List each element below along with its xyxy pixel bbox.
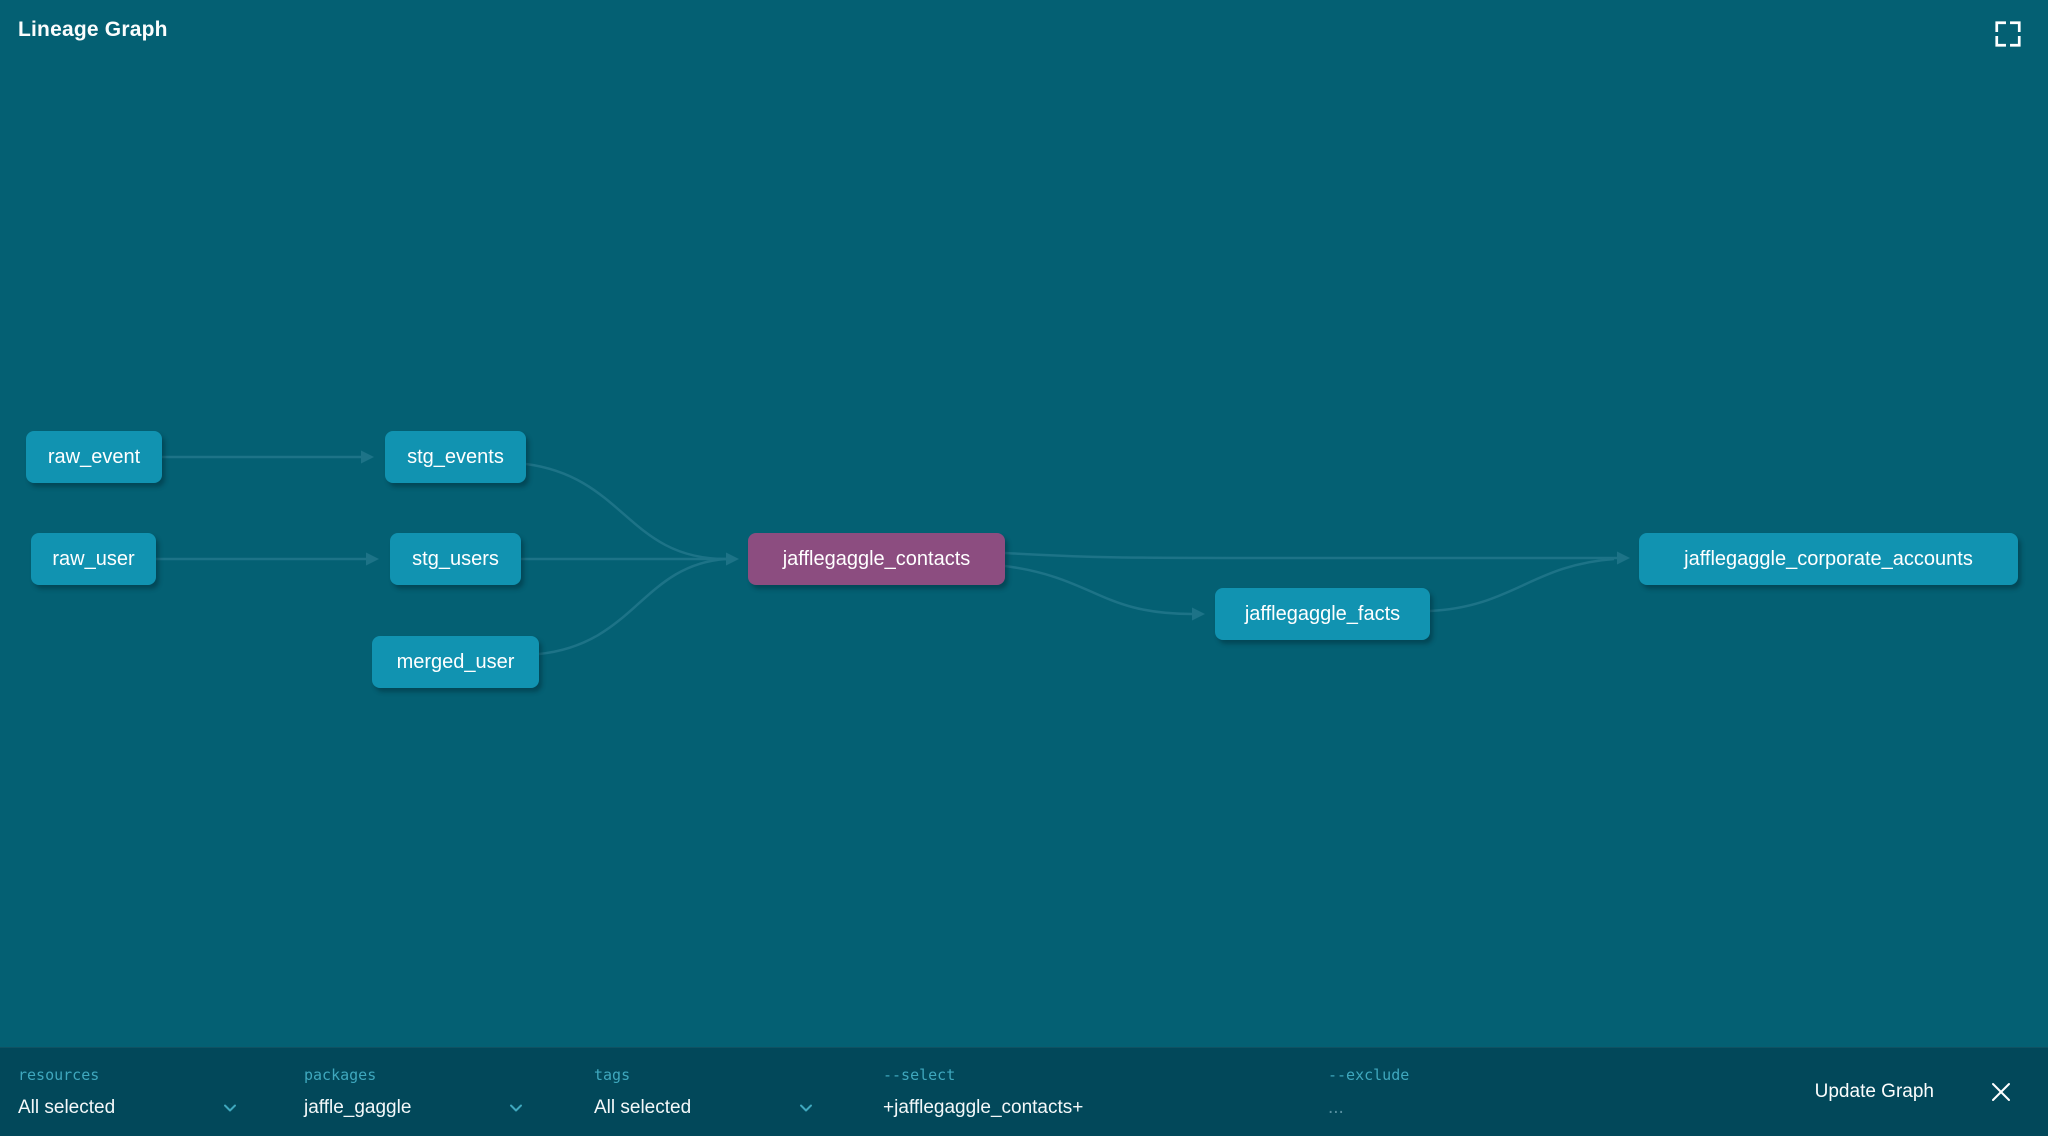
close-toolbar-button[interactable] (1986, 1077, 2016, 1107)
resources-dropdown[interactable]: All selected (18, 1097, 240, 1119)
graph-node-stg_users[interactable]: stg_users (390, 533, 521, 585)
filter-packages-label: packages (304, 1065, 377, 1084)
compress-button[interactable] (1990, 16, 2026, 52)
graph-node-jafflegaggle_corporate_accounts[interactable]: jafflegaggle_corporate_accounts (1639, 533, 2018, 585)
graph-node-merged_user[interactable]: merged_user (372, 636, 539, 688)
filter-toolbar: resources All selected packages jaffle_g… (0, 1047, 2048, 1136)
update-graph-button[interactable]: Update Graph (1814, 1081, 1934, 1102)
filter-resources: resources All selected (18, 1048, 304, 1136)
filter-tags: tags All selected (594, 1048, 883, 1136)
tags-dropdown[interactable]: All selected (594, 1097, 816, 1119)
page-title: Lineage Graph (18, 18, 168, 41)
compress-icon (1990, 16, 2026, 52)
packages-dropdown[interactable]: jaffle_gaggle (304, 1097, 526, 1119)
filter-packages: packages jaffle_gaggle (304, 1048, 594, 1136)
graph-node-raw_user[interactable]: raw_user (31, 533, 156, 585)
filter-resources-label: resources (18, 1065, 100, 1084)
chevron-down-icon (220, 1098, 240, 1118)
select-input[interactable] (883, 1096, 1328, 1119)
toolbar-actions: Update Graph (1815, 1048, 2016, 1136)
exclude-input[interactable] (1328, 1096, 1815, 1119)
filter-exclude-label: --exclude (1328, 1065, 1410, 1084)
chevron-down-icon (796, 1098, 816, 1118)
filter-select-label: --select (883, 1065, 956, 1084)
graph-node-jafflegaggle_contacts-selected[interactable]: jafflegaggle_contacts (748, 533, 1005, 585)
graph-node-stg_events[interactable]: stg_events (385, 431, 526, 483)
resources-dropdown-value: All selected (18, 1096, 116, 1118)
tags-dropdown-value: All selected (594, 1096, 692, 1118)
filter-exclude: --exclude (1328, 1048, 1815, 1136)
graph-node-raw_event[interactable]: raw_event (26, 431, 162, 483)
chevron-down-icon (506, 1098, 526, 1118)
filter-select: --select (883, 1048, 1328, 1136)
filter-tags-label: tags (594, 1065, 631, 1084)
close-icon (1986, 1077, 2016, 1107)
graph-node-jafflegaggle_facts[interactable]: jafflegaggle_facts (1215, 588, 1430, 640)
packages-dropdown-value: jaffle_gaggle (304, 1096, 412, 1118)
